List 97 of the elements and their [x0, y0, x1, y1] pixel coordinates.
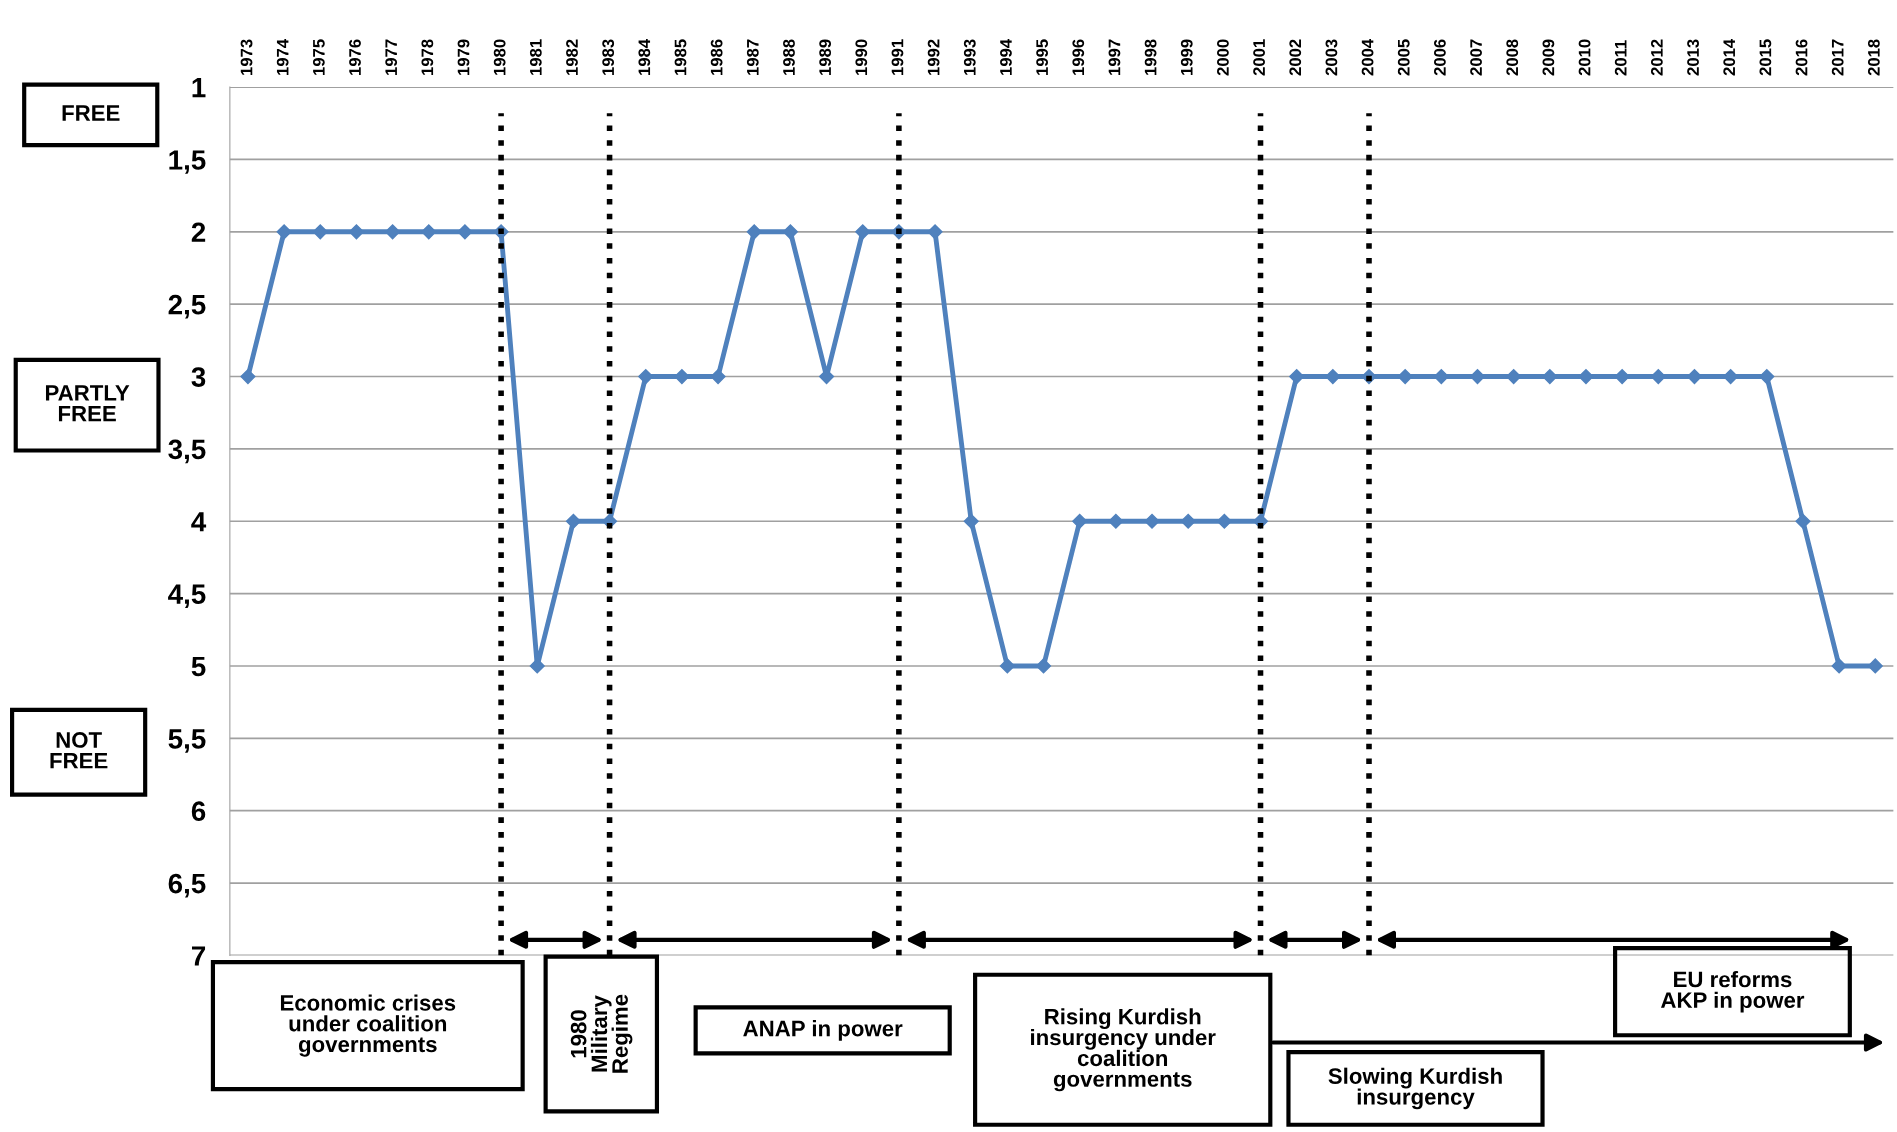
text: PARTLY FREE: [45, 385, 130, 422]
point: [1144, 513, 1160, 529]
point: [457, 224, 473, 240]
text: EU reforms AKP in power: [1660, 970, 1805, 1013]
text: NOT FREE: [50, 732, 108, 769]
point: [1578, 368, 1594, 385]
x-tick-label: 1988: [783, 39, 795, 75]
point: [674, 368, 690, 385]
x-tick-label: 2015: [1759, 39, 1772, 76]
text: Slowing Kurdish insurgency: [1328, 1067, 1502, 1110]
x-tick-label: 2012: [1650, 39, 1663, 76]
x-tick-label: 1982: [566, 39, 578, 75]
point: [1035, 658, 1052, 674]
x-tick-label: 2017: [1831, 39, 1844, 76]
point: [565, 513, 581, 529]
x-tick-label: 1973: [240, 39, 253, 75]
point: [746, 224, 762, 240]
point: [348, 224, 365, 240]
point: [276, 224, 292, 240]
x-tick-label: 2003: [1325, 39, 1338, 76]
point: [1108, 513, 1124, 529]
text: FREE: [62, 105, 120, 121]
point: [1759, 368, 1775, 385]
x-tick-label: 1997: [1108, 39, 1121, 75]
x-tick-label: 2006: [1434, 39, 1446, 76]
x-tick-label: 1984: [638, 38, 651, 75]
text: 1980 Military Regime: [570, 994, 633, 1073]
x-tick-label: 1994: [1000, 38, 1012, 75]
x-tick-label: 1983: [602, 39, 615, 75]
y-tick-label: 3,5: [168, 439, 206, 464]
x-tick-label: 2001: [1253, 39, 1265, 76]
x-tick-label: 1980: [493, 39, 506, 75]
point: [529, 658, 545, 674]
y-tick-label: 6: [191, 801, 206, 822]
text: Economic crises under coalition governments: [280, 994, 456, 1057]
point: [927, 224, 943, 240]
x-tick-label: 1995: [1036, 39, 1049, 75]
x-tick-label: 1986: [710, 39, 723, 75]
x-tick-label: 2013: [1687, 39, 1699, 76]
point: [1216, 513, 1232, 529]
x-tick-label: 1976: [349, 39, 361, 75]
x-tick-label: 2011: [1614, 40, 1627, 76]
y-tick-label: 2,5: [168, 294, 206, 319]
x-tick-label: 1990: [855, 39, 868, 75]
text: ANAP in power: [743, 1020, 903, 1041]
point: [999, 658, 1015, 674]
x-tick-label: 2018: [1867, 39, 1880, 76]
y-tick-label: 5,5: [168, 729, 206, 753]
x-tick-label: 2002: [1289, 39, 1302, 76]
point: [710, 368, 726, 385]
y-tick-label: 6,5: [168, 873, 206, 898]
point: [782, 224, 798, 240]
x-tick-label: 1975: [312, 39, 325, 75]
x-tick-label: 2010: [1578, 39, 1591, 76]
point: [421, 224, 437, 240]
y-tick-label: 1,5: [169, 150, 206, 174]
x-tick-label: 1981: [529, 39, 542, 75]
y-tick-label: 5: [191, 656, 206, 677]
point: [240, 368, 256, 385]
x-tick-label: 1993: [963, 39, 976, 75]
point: [1180, 513, 1196, 529]
x-tick-label: 1985: [674, 39, 687, 75]
x-tick-label: 1987: [746, 39, 759, 75]
x-tick-label: 1998: [1144, 39, 1157, 75]
x-tick-label: 1974: [276, 38, 289, 75]
x-tick-label: 1977: [385, 39, 398, 75]
x-tick-label: 2004: [1361, 38, 1374, 76]
x-tick-label: 1978: [421, 39, 434, 75]
x-tick-label: 2016: [1795, 39, 1808, 76]
y-tick-label: 7: [192, 946, 206, 966]
point: [1614, 368, 1630, 385]
x-tick-label: 2009: [1542, 39, 1555, 76]
x-tick-label: 1996: [1072, 39, 1085, 75]
y-tick-label: 4: [191, 512, 207, 532]
point: [855, 224, 871, 240]
point: [963, 513, 979, 529]
y-tick-label: 4,5: [168, 584, 206, 608]
y-tick-label: 1: [192, 78, 206, 98]
point: [1867, 658, 1883, 674]
x-tick-label: 2008: [1506, 39, 1519, 76]
point: [1831, 658, 1847, 674]
x-tick-label: 2014: [1723, 38, 1736, 76]
point: [312, 224, 328, 240]
text: Rising Kurdish insurgency under coalition governments: [1031, 1008, 1216, 1092]
y-tick-label: 3: [191, 367, 206, 387]
x-tick-label: 2000: [1217, 39, 1229, 76]
x-tick-label: 2007: [1470, 39, 1482, 76]
x-tick-label: 1979: [457, 39, 470, 75]
x-tick-label: 1989: [819, 39, 832, 75]
point: [385, 224, 401, 240]
y-tick-label: 2: [191, 222, 206, 242]
point: [1072, 513, 1088, 529]
point: [1795, 513, 1811, 529]
x-tick-label: 2005: [1397, 39, 1410, 76]
x-tick-label: 1991: [891, 39, 904, 75]
x-tick-label: 1992: [927, 39, 940, 75]
x-tick-label: 1999: [1180, 39, 1193, 75]
